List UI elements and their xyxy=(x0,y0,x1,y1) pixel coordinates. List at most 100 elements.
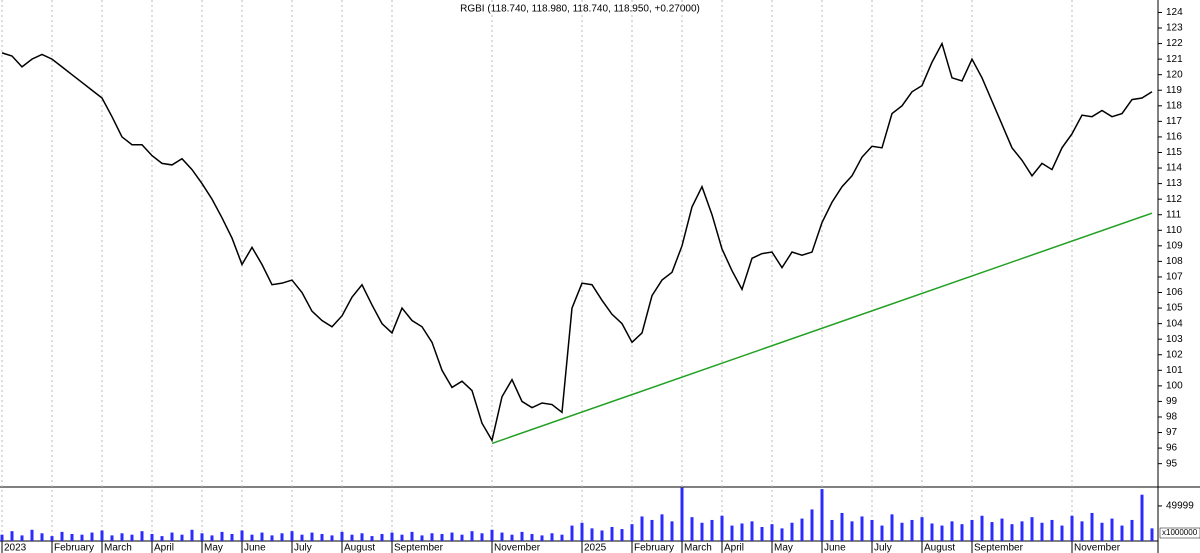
volume-bar xyxy=(900,522,904,541)
volume-bar xyxy=(830,519,834,541)
volume-bar xyxy=(100,530,104,541)
y-tick-label: 109 xyxy=(1166,240,1183,251)
volume-bar xyxy=(310,532,314,541)
volume-bar xyxy=(0,534,4,541)
volume-bar xyxy=(190,529,194,541)
x-tick-label: June xyxy=(824,543,846,553)
y-tick-label: 121 xyxy=(1166,54,1183,65)
volume-bar xyxy=(790,522,794,541)
y-tick-label: 103 xyxy=(1166,334,1183,345)
x-tick-label: August xyxy=(344,543,375,553)
y-tick-label: 115 xyxy=(1166,147,1182,158)
volume-bar xyxy=(1150,528,1154,541)
volume-bar xyxy=(300,534,304,541)
volume-bar xyxy=(570,525,574,541)
x-tick-label: May xyxy=(204,543,223,553)
volume-bar xyxy=(380,533,384,541)
volume-bar xyxy=(480,533,484,541)
x-tick-label: May xyxy=(774,543,793,553)
volume-bar xyxy=(150,533,154,541)
volume-bar xyxy=(530,533,534,541)
volume-bar xyxy=(520,531,524,541)
volume-bar xyxy=(860,516,864,541)
volume-bar xyxy=(460,534,464,541)
volume-bar xyxy=(250,534,254,541)
volume-bar xyxy=(980,515,984,541)
volume-bar xyxy=(420,535,424,541)
y-tick-label: 111 xyxy=(1166,209,1182,220)
volume-bar xyxy=(110,535,114,541)
volume-bar xyxy=(1000,518,1004,541)
volume-bar xyxy=(1100,522,1104,541)
volume-bar xyxy=(220,531,224,541)
volume-bar xyxy=(560,534,564,541)
unit-box xyxy=(1159,527,1200,539)
volume-bar xyxy=(820,489,824,541)
volume-bar xyxy=(280,533,284,541)
volume-bar xyxy=(700,522,704,541)
volume-bar xyxy=(650,519,654,541)
x-tick-label: July xyxy=(874,543,892,553)
volume-bar xyxy=(120,533,124,541)
volume-bar xyxy=(930,523,934,541)
x-tick-label: 2025 xyxy=(584,543,607,553)
volume-bar xyxy=(290,531,294,541)
volume-bar xyxy=(30,529,34,541)
volume-bar xyxy=(130,534,134,541)
volume-bar xyxy=(40,533,44,541)
volume-bar xyxy=(400,534,404,541)
x-tick-label: 2023 xyxy=(4,543,27,553)
volume-bar xyxy=(490,529,494,541)
volume-bar xyxy=(800,518,804,541)
volume-bar xyxy=(960,524,964,541)
volume-bar xyxy=(500,532,504,541)
price-line xyxy=(491,212,1153,445)
volume-bar xyxy=(950,521,954,541)
volume-bar xyxy=(780,528,784,541)
x-tick-label: April xyxy=(724,543,744,553)
volume-bar xyxy=(740,523,744,541)
volume-bar xyxy=(610,526,614,541)
volume-bar xyxy=(140,531,144,541)
y-tick-label: 110 xyxy=(1166,225,1182,236)
volume-bar xyxy=(1080,521,1084,541)
volume-bar xyxy=(540,535,544,541)
volume-bar xyxy=(1090,512,1094,541)
y-tick-label: 106 xyxy=(1166,287,1183,298)
volume-bar xyxy=(1130,519,1134,541)
y-tick-label: 118 xyxy=(1166,100,1182,111)
volume-bar xyxy=(80,534,84,541)
volume-bar xyxy=(1040,522,1044,541)
volume-bar xyxy=(10,531,14,541)
volume-bar xyxy=(630,524,634,541)
y-tick-label: 96 xyxy=(1166,443,1178,454)
y-tick-label: 112 xyxy=(1166,194,1182,205)
y-tick-label: 116 xyxy=(1166,132,1182,143)
volume-bar xyxy=(850,521,854,541)
volume-bar xyxy=(50,536,54,541)
volume-bar xyxy=(60,531,64,541)
volume-bar xyxy=(750,521,754,541)
volume-bar xyxy=(720,515,724,541)
volume-bar xyxy=(660,514,664,541)
volume-bar xyxy=(690,517,694,541)
y-tick-label: 105 xyxy=(1166,303,1183,314)
x-tick-label: February xyxy=(54,543,94,553)
volume-bar xyxy=(1010,524,1014,541)
volume-bar xyxy=(940,525,944,541)
volume-bar xyxy=(890,514,894,541)
volume-bar xyxy=(270,535,274,541)
volume-bar xyxy=(1050,519,1054,541)
y-tick-label: 123 xyxy=(1166,23,1183,34)
volume-bar xyxy=(730,525,734,541)
volume-bar xyxy=(70,533,74,541)
x-tick-label: August xyxy=(924,543,955,553)
volume-bar xyxy=(990,522,994,541)
volume-bar xyxy=(1120,525,1124,541)
volume-bar xyxy=(160,536,164,541)
volume-bar xyxy=(1060,525,1064,541)
y-tick-label: 95 xyxy=(1166,458,1178,469)
x-tick-label: March xyxy=(684,543,712,553)
